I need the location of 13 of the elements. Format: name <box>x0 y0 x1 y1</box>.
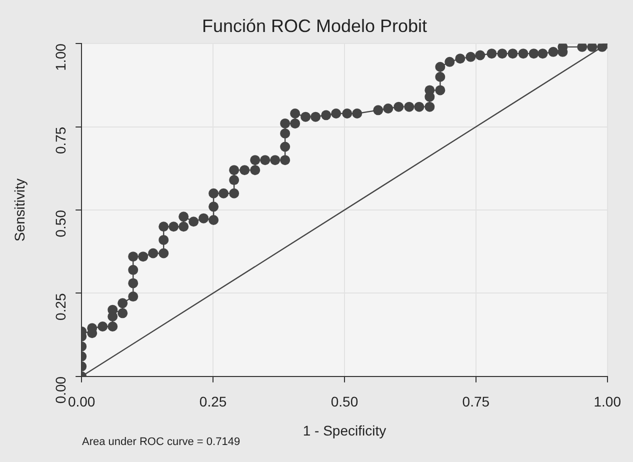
y-axis-title: Sensitivity <box>11 178 28 242</box>
y-tick-label: 0.50 <box>52 210 68 238</box>
x-tick-label: 0.75 <box>462 394 490 410</box>
y-tick-label: 0.75 <box>52 126 68 154</box>
y-tick-label: 0.25 <box>52 292 68 320</box>
x-tick-label: 0.00 <box>68 394 96 410</box>
x-tick-label: 0.50 <box>330 394 358 410</box>
text: Area under ROC curve = 0.7149 <box>82 436 240 448</box>
x-tick-label: 0.25 <box>199 394 227 410</box>
x-axis-title: 1 - Specificity <box>302 422 386 438</box>
chart-title: Función ROC Modelo Probit <box>202 16 428 36</box>
y-tick-label: 1.00 <box>52 43 68 71</box>
x-tick-label: 1.00 <box>594 394 622 410</box>
